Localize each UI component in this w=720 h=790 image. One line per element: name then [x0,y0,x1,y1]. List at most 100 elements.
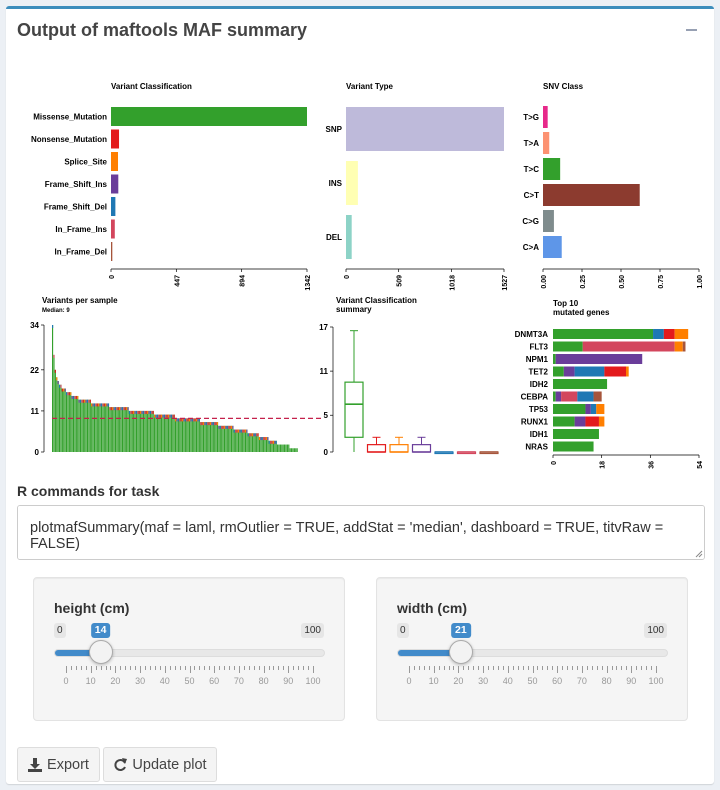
height-min-label: 0 [54,623,66,638]
sample-bar-top-segment [170,414,172,418]
export-button[interactable]: Export [17,747,100,782]
slider-minor-tick [448,666,450,670]
sample-bar [281,444,283,452]
sample-bar-top-segment [155,414,157,418]
sample-bar-top-segment [145,410,147,414]
gene-bar-segment [598,416,605,427]
sample-bar-top-segment [60,384,62,388]
slider-minor-tick [258,666,260,670]
slider-tick-label: 90 [283,676,294,686]
bar-t-g [543,106,548,128]
sample-bar [221,425,223,452]
sample-bar [274,440,276,452]
y-tick-label: 5 [324,411,329,420]
gene-bar-segment [674,329,689,339]
sample-bar [195,418,198,452]
slider-minor-tick [209,666,211,670]
sample-bar-top-segment [64,388,66,392]
slider-minor-tick [646,666,648,670]
slider-tick-label: 90 [626,676,637,686]
bar-t-a [543,132,550,154]
sample-bar [155,414,157,452]
sample-bar-top-segment [204,422,206,426]
gene-label: FLT3 [529,343,548,352]
sample-bar-top-segment [172,414,174,418]
sample-bar-top-segment [173,414,175,418]
update-plot-button[interactable]: Update plot [103,747,217,782]
chart-title: mutated genes [553,308,610,317]
sample-bar-top-segment [208,422,210,426]
slider-minor-tick [204,666,206,670]
slider-minor-tick [463,666,465,670]
sample-bar-top-segment [251,433,254,437]
sample-bar [151,410,153,452]
sample-bar [159,414,161,452]
box-title: Output of maftools MAF summary [17,20,308,40]
slider-major-tick [238,666,240,673]
slider-major-tick [458,666,460,673]
sample-bar [79,399,82,452]
sample-bar-top-segment [99,403,101,407]
sample-bar-top-segment [250,433,252,437]
sample-bar-top-segment [103,403,105,407]
sample-bar [84,399,86,452]
sample-bar [52,325,54,452]
sample-bar [140,410,142,452]
sample-bar [156,414,158,452]
sample-bar [292,448,294,452]
sample-bar-top-segment [181,418,184,422]
slider-major-tick [288,666,290,673]
category-label: T>A [524,139,540,148]
slider-minor-tick [567,666,569,670]
maf-summary-box: Output of maftools MAF summary Variant C… [6,6,714,784]
sample-bar [74,395,76,452]
section-title-r-commands: R commands for task [17,483,160,499]
slider-minor-tick [100,666,102,670]
sample-bar [264,437,266,452]
sample-bar-top-segment [228,425,230,429]
sample-bar [114,407,117,452]
sample-bar [243,429,245,452]
sample-bar-top-segment [257,433,259,437]
export-button-label: Export [47,756,89,773]
slider-minor-tick [478,666,480,670]
slider-major-tick [656,666,657,673]
x-tick-label: 0.75 [658,275,665,289]
sample-bar-top-segment [247,433,249,437]
sample-bar [184,418,186,452]
sample-bar [270,440,272,452]
width-slider-handle[interactable] [448,640,473,664]
slider-minor-tick [229,666,231,670]
sample-bar [187,418,189,452]
sample-bar [256,433,258,452]
collapse-minus-icon[interactable] [684,21,700,37]
sample-bar-top-segment [163,414,165,418]
sample-bar [218,425,220,452]
x-tick-label: 0.25 [580,275,587,289]
sample-bar [277,444,279,452]
gene-bar-segment [590,404,597,414]
height-slider-track[interactable] [54,649,325,657]
sample-bar-top-segment [207,422,209,426]
sample-bar [204,422,206,452]
sample-bar-top-segment [212,422,214,426]
sample-bar [141,410,143,452]
chart-title: Variant Classification [336,296,417,305]
width-slider-track[interactable] [397,649,668,657]
gene-bar-segment [553,329,654,339]
sample-bar [253,433,255,452]
height-slider-handle[interactable] [88,640,113,664]
sample-bar [126,407,128,452]
sample-bar [286,444,288,452]
bar-del [346,215,352,259]
resize-grip-icon[interactable] [694,549,703,558]
sample-bar [105,403,107,452]
r-command-textarea[interactable]: plotmafSummary(maf = laml, rmOutlier = T… [17,505,705,560]
sample-bar-top-segment [211,422,213,426]
sample-bar-top-segment [126,407,128,411]
slider-major-tick [483,666,485,673]
sample-bar [100,403,103,452]
slider-tick-label: 20 [453,676,464,686]
slider-minor-tick [253,666,255,670]
sample-bar-top-segment [91,403,93,407]
